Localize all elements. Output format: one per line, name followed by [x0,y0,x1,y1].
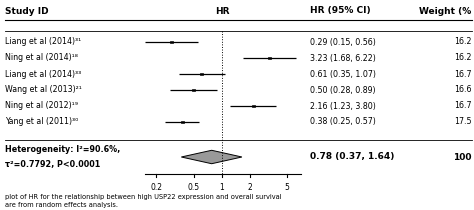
Text: Ning et al (2012)¹⁹: Ning et al (2012)¹⁹ [5,101,78,110]
Text: 0.50 (0.28, 0.89): 0.50 (0.28, 0.89) [310,85,376,94]
Text: 16.7: 16.7 [454,70,472,79]
Text: 1: 1 [219,183,224,192]
Text: Liang et al (2014)³¹: Liang et al (2014)³¹ [5,38,81,46]
Text: HR (95% CI): HR (95% CI) [310,7,371,16]
Text: Wang et al (2013)²¹: Wang et al (2013)²¹ [5,85,82,94]
Text: HR: HR [216,7,230,16]
Text: plot of HR for the relationship between high USP22 expression and overall surviv: plot of HR for the relationship between … [5,194,282,200]
Text: 16.2: 16.2 [454,38,472,46]
FancyBboxPatch shape [268,57,271,59]
Text: 0.5: 0.5 [188,183,200,192]
Text: 0.38 (0.25, 0.57): 0.38 (0.25, 0.57) [310,118,376,126]
Text: 5: 5 [285,183,290,192]
Text: Liang et al (2014)³³: Liang et al (2014)³³ [5,70,81,79]
Text: 2: 2 [247,183,252,192]
Text: 3.23 (1.68, 6.22): 3.23 (1.68, 6.22) [310,54,376,63]
Polygon shape [182,150,242,164]
Text: 0.78 (0.37, 1.64): 0.78 (0.37, 1.64) [310,152,395,161]
Text: 100: 100 [453,152,472,161]
Text: 16.6: 16.6 [454,85,472,94]
Text: Yang et al (2011)³⁰: Yang et al (2011)³⁰ [5,118,78,126]
FancyBboxPatch shape [200,73,203,75]
FancyBboxPatch shape [181,121,184,123]
FancyBboxPatch shape [192,89,195,91]
Text: Ning et al (2014)¹⁸: Ning et al (2014)¹⁸ [5,54,78,63]
Text: 16.7: 16.7 [454,101,472,110]
FancyBboxPatch shape [252,105,255,107]
Text: Study ID: Study ID [5,7,48,16]
Text: 16.2: 16.2 [454,54,472,63]
Text: Heterogeneity: I²=90.6%,: Heterogeneity: I²=90.6%, [5,145,120,154]
FancyBboxPatch shape [170,41,173,43]
Text: 17.5: 17.5 [454,118,472,126]
Text: 2.16 (1.23, 3.80): 2.16 (1.23, 3.80) [310,101,376,110]
Text: are from random effects analysis.: are from random effects analysis. [5,202,118,208]
Text: τ²=0.7792, P<0.0001: τ²=0.7792, P<0.0001 [5,160,100,169]
Text: Weight (%: Weight (% [419,7,472,16]
Text: 0.29 (0.15, 0.56): 0.29 (0.15, 0.56) [310,38,376,46]
Text: 0.2: 0.2 [150,183,162,192]
Text: 0.61 (0.35, 1.07): 0.61 (0.35, 1.07) [310,70,376,79]
